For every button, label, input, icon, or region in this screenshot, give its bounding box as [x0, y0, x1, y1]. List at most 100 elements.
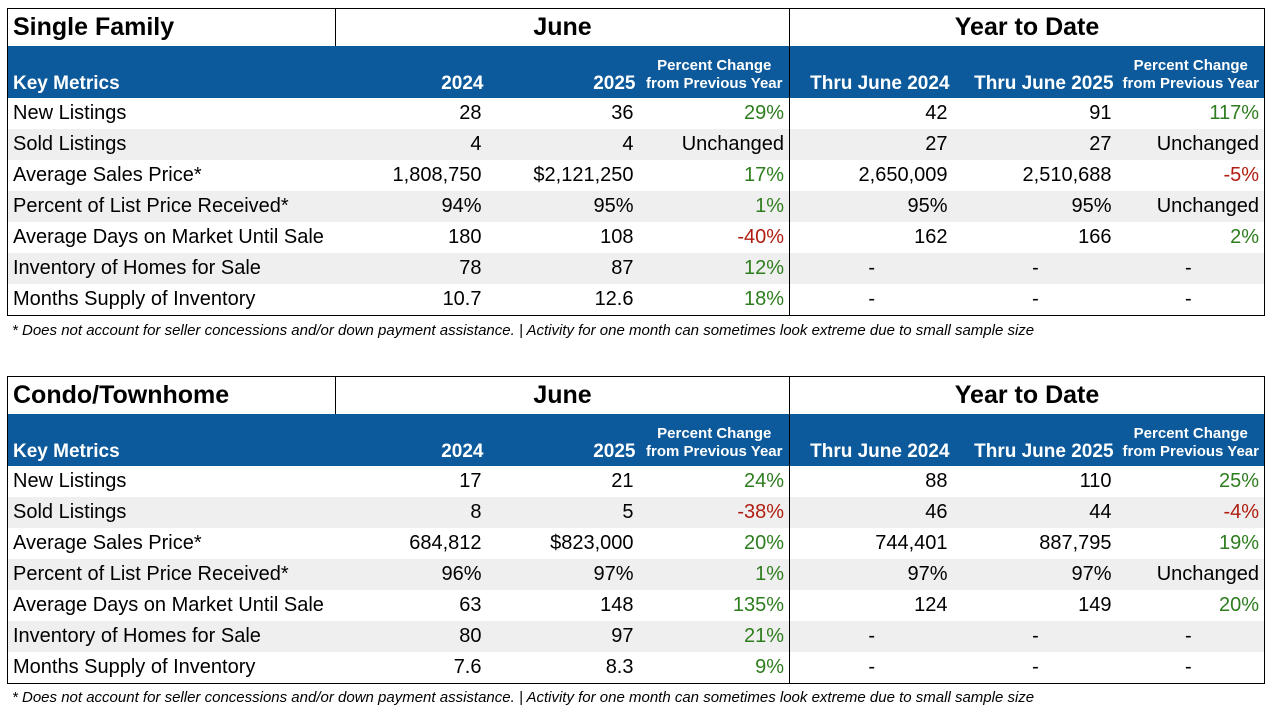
ytd-percent-change-cell: -	[1117, 652, 1266, 684]
table-row: Average Sales Price* 684,812 $823,000 20% 74…	[7, 528, 1266, 559]
year-2024-header: 2024	[335, 46, 488, 98]
value-2025-cell: 108	[600, 226, 634, 248]
ytd-percent-change-cell: Unchanged	[1117, 129, 1266, 160]
ytd-percent-change-cell: -	[1117, 253, 1266, 284]
ytd-percent-change-cell: 20%	[1117, 590, 1266, 621]
table-row: Percent of List Price Received* 94% 95% 1% 9…	[7, 191, 1266, 222]
percent-change-header-line1: Percent Change	[657, 57, 772, 74]
percent-change-cell: 9%	[639, 652, 791, 684]
metric-cell: Average Days on Market Until Sale	[7, 222, 336, 253]
ytd-group-label: Year to Date	[789, 8, 1266, 46]
value-2025-cell: $823,000	[550, 532, 634, 554]
percent-change-header: Percent Change from Previous Year	[639, 414, 791, 466]
table-body: New Listings 28 36 29% 42 91 117% Sold Listings…	[7, 98, 1266, 316]
metric-cell: Average Days on Market Until Sale	[7, 590, 336, 621]
value-2025-cell: 5	[487, 497, 640, 528]
percent-change-header-line2: from Previous Year	[646, 75, 783, 92]
table-body: New Listings 17 21 24% 88 110 25% Sold Listings…	[7, 466, 1266, 684]
table-title-row: Condo/Townhome June Year to Date	[7, 376, 1266, 414]
ytd-percent-change-cell: -4%	[1117, 497, 1266, 528]
percent-change-cell: -38%	[639, 497, 791, 528]
ytd-2024-cell: -	[789, 253, 954, 284]
ytd-2024-cell: 95%	[789, 191, 954, 222]
thru-2025-header: Thru June 2025	[953, 414, 1118, 466]
column-header-row: Key Metrics 2024 2025 Percent Change fro…	[7, 414, 1266, 466]
metric-cell: Average Sales Price*	[7, 528, 336, 559]
metric-cell: Sold Listings	[7, 129, 336, 160]
value-2024-cell: 17	[459, 470, 482, 492]
table-title-row: Single Family June Year to Date	[7, 8, 1266, 46]
value-2024-cell: 80	[335, 621, 488, 652]
ytd-2024-cell: 46	[789, 497, 954, 528]
column-header-row: Key Metrics 2024 2025 Percent Change fro…	[7, 46, 1266, 98]
metric-cell: Inventory of Homes for Sale	[7, 621, 336, 652]
ytd-2024-cell: 97%	[789, 559, 954, 590]
table-title: Single Family	[7, 8, 336, 46]
value-2024-cell: 94%	[335, 191, 488, 222]
table-row: Sold Listings 8 5 -38% 46 44 -4%	[7, 497, 1266, 528]
ytd-2025-cell: -	[953, 253, 1118, 284]
ytd-2025-cell: 2,510,688	[1022, 164, 1112, 186]
year-2024-header: 2024	[335, 414, 488, 466]
ytd-2025-cell: 887,795	[1039, 532, 1112, 554]
ytd-percent-change-header-line2: from Previous Year	[1122, 443, 1259, 460]
ytd-2024-cell: 2,650,009	[858, 164, 948, 186]
year-2025-header: 2025	[487, 46, 640, 98]
value-2024-cell: 78	[335, 253, 488, 284]
ytd-percent-change-header-line2: from Previous Year	[1122, 75, 1259, 92]
value-2025-cell: 21	[611, 470, 634, 492]
ytd-percent-change-cell: 19%	[1117, 528, 1266, 559]
value-2025-cell: 8.3	[487, 652, 640, 684]
value-2025-cell: 95%	[487, 191, 640, 222]
table-row: Sold Listings 4 4 Unchanged 27 27 Unchanged	[7, 129, 1266, 160]
percent-change-cell: Unchanged	[639, 129, 791, 160]
value-2024-cell: 28	[459, 102, 482, 124]
june-group-label: June	[334, 376, 790, 414]
ytd-2025-cell: -	[953, 284, 1118, 316]
percent-change-header-line2: from Previous Year	[646, 443, 783, 460]
value-2025-cell: 4	[487, 129, 640, 160]
ytd-2025-cell: -	[953, 621, 1118, 652]
metric-cell: Months Supply of Inventory	[7, 284, 336, 316]
value-2025-cell: 36	[611, 102, 634, 124]
table-row: Average Days on Market Until Sale 180 108-…	[7, 222, 1266, 253]
percent-change-cell: 1%	[639, 191, 791, 222]
key-metrics-header: Key Metrics	[7, 414, 336, 466]
ytd-2025-cell: 27	[953, 129, 1118, 160]
ytd-2025-cell: 166	[1078, 226, 1112, 248]
percent-change-cell: 20%	[639, 528, 791, 559]
ytd-percent-change-cell: -5%	[1117, 160, 1266, 191]
value-2024-cell: 4	[335, 129, 488, 160]
percent-change-cell: 18%	[639, 284, 791, 316]
footnote: * Does not account for seller concession…	[12, 689, 1035, 706]
percent-change-cell: 21%	[639, 621, 791, 652]
percent-change-cell: 1%	[639, 559, 791, 590]
ytd-percent-change-cell: Unchanged	[1117, 191, 1266, 222]
table-row: Average Sales Price* 1,808,750 $2,121,250 1…	[7, 160, 1266, 191]
table-row: Inventory of Homes for Sale 78 87 12% - - -	[7, 253, 1266, 284]
metric-cell: Sold Listings	[7, 497, 336, 528]
table-row: Percent of List Price Received* 96% 97% 1% 9…	[7, 559, 1266, 590]
value-2024-cell: 180	[448, 226, 482, 248]
thru-2024-header: Thru June 2024	[789, 414, 954, 466]
year-2025-header: 2025	[487, 414, 640, 466]
metrics-table: Single Family June Year to Date Key Metr…	[7, 8, 1266, 316]
ytd-2025-cell: 97%	[953, 559, 1118, 590]
value-2025-cell: $2,121,250	[533, 164, 634, 186]
ytd-2025-cell: 44	[953, 497, 1118, 528]
metric-cell: Inventory of Homes for Sale	[7, 253, 336, 284]
ytd-2024-cell: -	[789, 284, 954, 316]
ytd-2025-cell: 91	[1089, 102, 1112, 124]
metric-cell: Percent of List Price Received*	[7, 559, 336, 590]
ytd-2024-cell: 42	[925, 102, 948, 124]
metric-cell: New Listings	[7, 466, 336, 497]
ytd-percent-change-cell: Unchanged	[1117, 559, 1266, 590]
ytd-percent-change-cell: 2%	[1117, 222, 1266, 253]
ytd-2024-cell: 744,401	[875, 532, 948, 554]
ytd-2024-cell: -	[789, 652, 954, 684]
ytd-group-label: Year to Date	[789, 376, 1266, 414]
value-2024-cell: 63	[459, 594, 482, 616]
metric-cell: Months Supply of Inventory	[7, 652, 336, 684]
ytd-percent-change-cell: 117%	[1117, 98, 1266, 129]
percent-change-cell: 12%	[639, 253, 791, 284]
